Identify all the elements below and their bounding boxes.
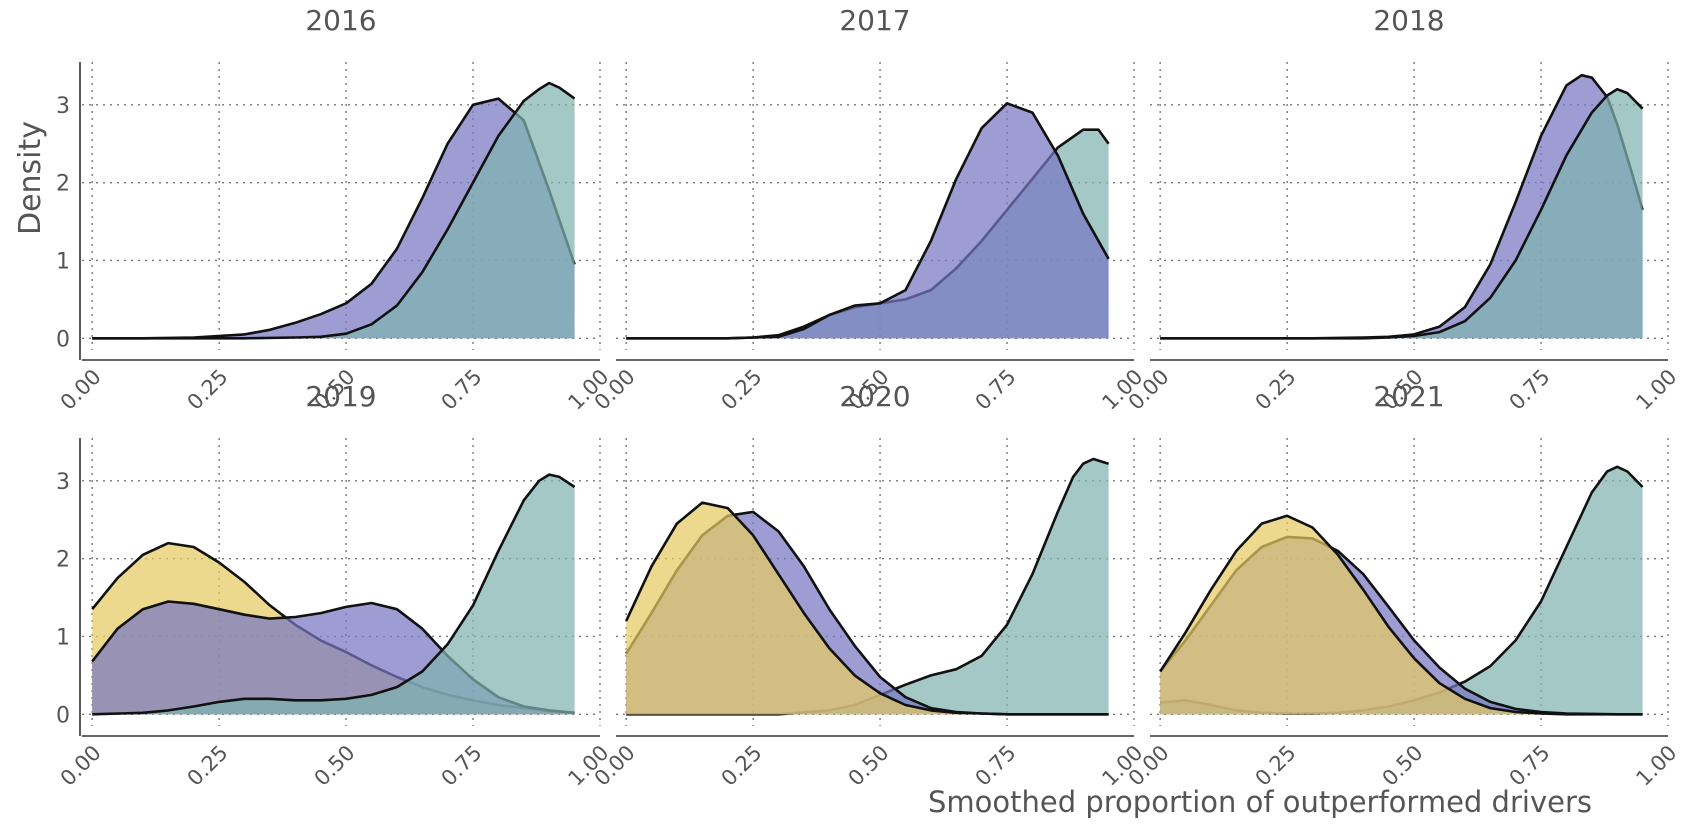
- x-tick-label: 0.25: [1251, 365, 1301, 415]
- x-axis-label: Smoothed proportion of outperformed driv…: [928, 785, 1592, 819]
- density-line: [92, 473, 576, 716]
- x-tick-label: 0.50: [1378, 741, 1428, 791]
- panel-title: 2016: [305, 4, 376, 37]
- x-tick-label: 0.75: [971, 741, 1021, 791]
- density-area: [1160, 89, 1643, 339]
- y-tick-label: 0: [56, 703, 70, 728]
- x-tick-label: 0.25: [1251, 741, 1301, 791]
- density-area: [92, 474, 575, 715]
- x-tick-label: 0.75: [971, 365, 1021, 415]
- y-tick-label: 1: [56, 249, 70, 274]
- density-area: [626, 459, 1109, 715]
- x-tick-label: 0.50: [844, 741, 894, 791]
- x-tick-label: 0.75: [437, 741, 487, 791]
- density-area: [626, 103, 1109, 339]
- x-tick-label: 1.00: [1631, 365, 1681, 415]
- x-tick-label: 0.50: [310, 741, 360, 791]
- x-tick-label: 0.25: [183, 741, 233, 791]
- panel-title: 2017: [839, 4, 910, 37]
- density-line: [626, 102, 1110, 340]
- density-area: [92, 83, 575, 339]
- x-tick-label: 0.25: [717, 365, 767, 415]
- density-area: [1160, 466, 1643, 715]
- x-tick-label: 0.75: [1505, 741, 1555, 791]
- density-line: [625, 501, 1109, 716]
- y-tick-label: 2: [56, 172, 70, 197]
- density-line: [1159, 514, 1643, 716]
- y-tick-label: 2: [56, 548, 70, 573]
- panel-title: 2021: [1373, 380, 1444, 413]
- density-area: [626, 502, 1109, 715]
- panel-title: 2019: [305, 380, 376, 413]
- x-tick-label: 0.25: [183, 365, 233, 415]
- x-tick-label: 0.00: [56, 365, 106, 415]
- y-tick-label: 1: [56, 625, 70, 650]
- x-tick-label: 1.00: [1631, 741, 1681, 791]
- x-tick-label: 0.75: [437, 365, 487, 415]
- density-line: [1160, 87, 1644, 340]
- y-tick-label: 3: [56, 470, 70, 495]
- x-tick-label: 0.75: [1505, 365, 1555, 415]
- density-area: [1160, 515, 1643, 715]
- density-line: [92, 81, 576, 340]
- panel-title: 2020: [839, 380, 910, 413]
- panel-title: 2018: [1373, 4, 1444, 37]
- x-tick-label: 0.00: [56, 741, 106, 791]
- y-tick-label: 3: [56, 94, 70, 119]
- x-tick-label: 0.25: [717, 741, 767, 791]
- y-axis-label: Density: [13, 121, 48, 235]
- density-line: [92, 97, 576, 340]
- y-tick-label: 0: [56, 327, 70, 352]
